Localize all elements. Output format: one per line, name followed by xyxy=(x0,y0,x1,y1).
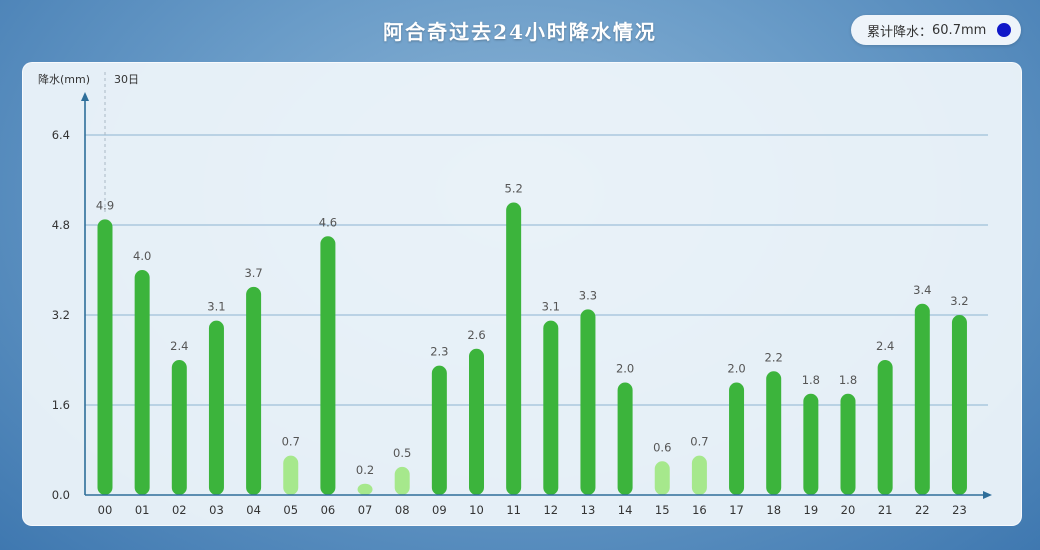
axis-layer xyxy=(81,72,992,499)
bar xyxy=(208,320,224,495)
bar xyxy=(97,219,113,495)
y-axis-title: 降水(mm) xyxy=(38,72,90,86)
bar xyxy=(729,382,745,495)
data-label: 3.1 xyxy=(542,300,560,314)
data-label: 4.6 xyxy=(319,215,337,229)
data-label: 2.0 xyxy=(727,362,745,376)
total-precipitation-value: 60.7mm xyxy=(932,22,987,38)
x-tick-label: 16 xyxy=(692,503,707,517)
x-tick-label: 09 xyxy=(432,503,447,517)
data-label: 0.7 xyxy=(690,435,708,449)
x-tick-label: 18 xyxy=(766,503,781,517)
total-precipitation-label: 累计降水： xyxy=(867,24,933,40)
bar xyxy=(431,365,447,495)
bar xyxy=(320,236,336,495)
y-tick-label: 1.6 xyxy=(52,398,70,412)
bar xyxy=(469,348,484,495)
x-tick-label: 22 xyxy=(915,503,930,517)
x-tick-label: 13 xyxy=(581,503,596,517)
x-tick-label: 10 xyxy=(469,503,484,517)
bar xyxy=(914,303,930,495)
total-precipitation-badge: 累计降水： 60.7mm xyxy=(851,15,1021,45)
data-label: 3.2 xyxy=(950,294,968,308)
label-layer: 0.0 1.6 3.2 4.8 6.4 4.9 00 4.0 01 2.4 02 3.1 03 3.7 04… xyxy=(38,72,969,517)
bar xyxy=(877,360,893,495)
bar xyxy=(394,466,410,495)
x-axis-arrow-icon xyxy=(983,491,992,499)
x-tick-label: 02 xyxy=(172,503,187,517)
data-label: 4.9 xyxy=(96,198,114,212)
bar xyxy=(617,382,633,495)
data-label: 0.6 xyxy=(653,440,671,454)
x-tick-label: 06 xyxy=(321,503,336,517)
bar xyxy=(134,270,150,495)
data-label: 2.4 xyxy=(170,339,188,353)
bar xyxy=(283,455,299,495)
date-marker-label: 30日 xyxy=(114,73,139,86)
x-tick-label: 23 xyxy=(952,503,967,517)
x-tick-label: 05 xyxy=(283,503,298,517)
y-axis-arrow-icon xyxy=(81,92,89,101)
y-tick-label: 6.4 xyxy=(52,128,70,142)
data-label: 3.4 xyxy=(913,283,931,297)
bar xyxy=(803,393,819,495)
marker-dot-icon xyxy=(997,23,1011,37)
bar xyxy=(506,202,522,495)
chart-title: 阿合奇过去24小时降水情况 xyxy=(383,20,657,44)
bar-layer xyxy=(97,202,967,495)
x-tick-label: 07 xyxy=(358,503,373,517)
x-tick-label: 00 xyxy=(98,503,113,517)
data-label: 1.8 xyxy=(839,373,857,387)
x-tick-label: 17 xyxy=(729,503,744,517)
x-tick-label: 01 xyxy=(135,503,150,517)
bar xyxy=(357,483,373,495)
data-label: 0.2 xyxy=(356,463,374,477)
data-label: 2.0 xyxy=(616,362,634,376)
data-label: 2.4 xyxy=(876,339,894,353)
x-tick-label: 08 xyxy=(395,503,410,517)
data-label: 3.3 xyxy=(579,288,597,302)
bar xyxy=(654,461,670,495)
data-label: 2.3 xyxy=(430,345,448,359)
data-label: 4.0 xyxy=(133,249,151,263)
data-label: 1.8 xyxy=(802,373,820,387)
x-tick-label: 14 xyxy=(618,503,633,517)
x-tick-label: 12 xyxy=(543,503,558,517)
data-label: 3.7 xyxy=(244,266,262,280)
bar xyxy=(840,393,856,495)
x-tick-label: 03 xyxy=(209,503,224,517)
bar xyxy=(951,315,967,495)
bar xyxy=(543,320,559,495)
bar xyxy=(171,360,187,495)
x-tick-label: 19 xyxy=(804,503,819,517)
bar xyxy=(580,309,596,495)
data-label: 5.2 xyxy=(505,182,523,196)
x-tick-label: 11 xyxy=(506,503,521,517)
x-tick-label: 15 xyxy=(655,503,670,517)
data-label: 3.1 xyxy=(207,300,225,314)
x-tick-label: 04 xyxy=(246,503,261,517)
data-label: 0.7 xyxy=(282,435,300,449)
bar xyxy=(766,371,782,495)
data-label: 2.2 xyxy=(765,350,783,364)
y-tick-label: 4.8 xyxy=(52,218,70,232)
bar xyxy=(246,286,262,495)
data-label: 0.5 xyxy=(393,446,411,460)
x-tick-label: 21 xyxy=(878,503,893,517)
data-label: 2.6 xyxy=(467,328,485,342)
y-tick-label: 0.0 xyxy=(52,488,70,502)
y-tick-label: 3.2 xyxy=(52,308,70,322)
x-tick-label: 20 xyxy=(841,503,856,517)
grid-layer xyxy=(85,134,988,406)
bar xyxy=(691,455,707,495)
